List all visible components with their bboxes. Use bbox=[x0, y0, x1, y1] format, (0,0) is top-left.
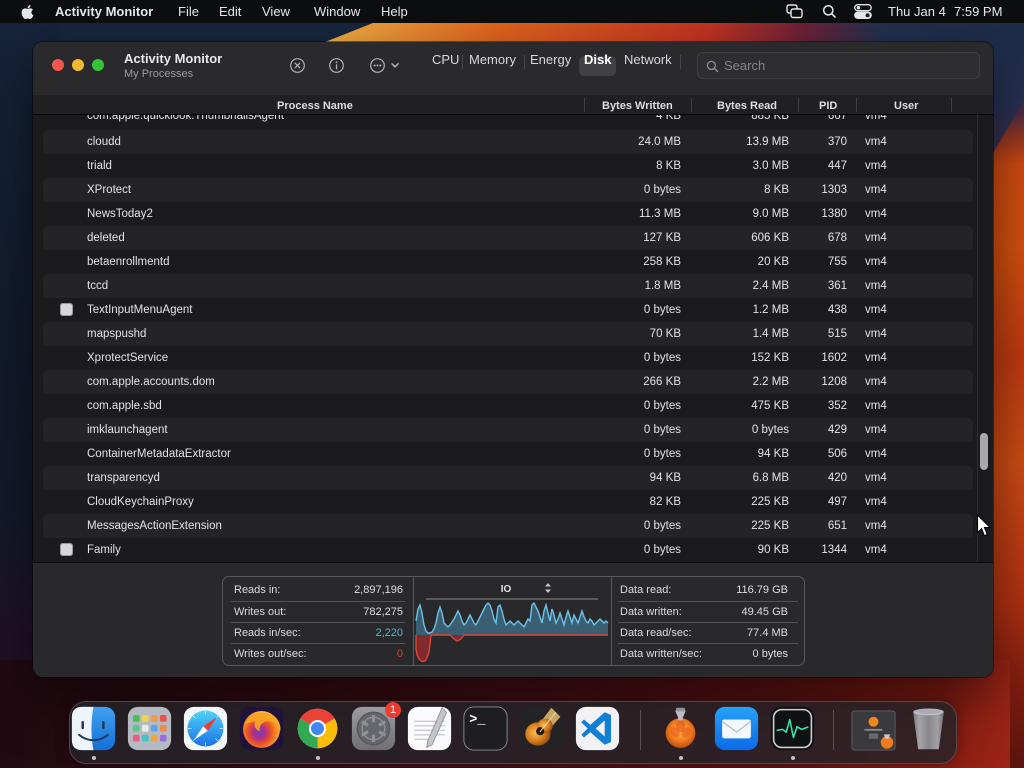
svg-text:>_: >_ bbox=[469, 713, 486, 728]
svg-text:IO: IO bbox=[501, 584, 512, 595]
